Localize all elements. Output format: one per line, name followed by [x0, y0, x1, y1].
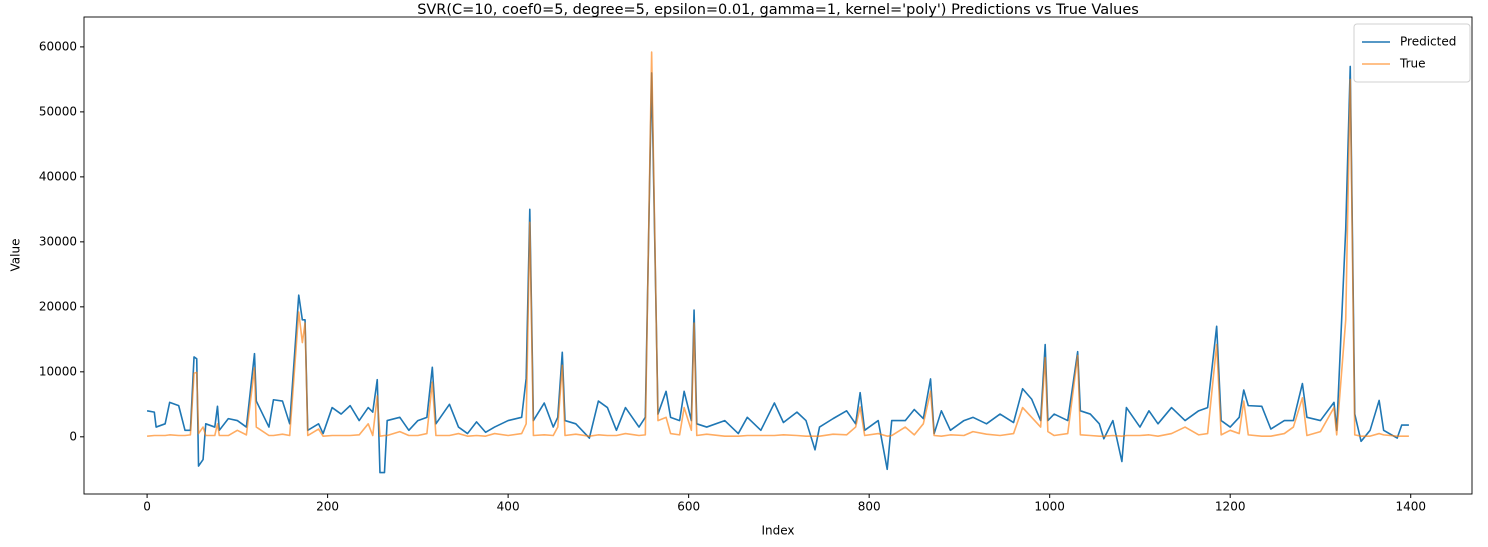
y-tick-label: 40000	[39, 169, 77, 183]
legend-label: True	[1399, 57, 1426, 71]
x-tick-label: 400	[497, 500, 520, 514]
y-tick-label: 10000	[39, 364, 77, 378]
x-tick-label: 1400	[1395, 500, 1426, 514]
legend-box	[1353, 23, 1471, 83]
legend-label: Predicted	[1400, 35, 1456, 49]
chart-title: SVR(C=10, coef0=5, degree=5, epsilon=0.0…	[417, 2, 1139, 18]
y-tick-label: 50000	[39, 104, 77, 118]
y-axis-label: Value	[9, 239, 23, 272]
y-tick-label: 0	[69, 429, 77, 443]
y-tick-label: 60000	[39, 39, 77, 53]
series-line	[147, 51, 1409, 437]
plot-frame	[83, 16, 1473, 495]
x-axis-label: Index	[761, 524, 794, 538]
x-tick-label: 200	[316, 500, 339, 514]
x-tick-label: 1200	[1215, 500, 1246, 514]
x-tick-label: 0	[143, 500, 151, 514]
y-tick-label: 20000	[39, 299, 77, 313]
x-tick-label: 1000	[1034, 500, 1065, 514]
x-tick-label: 600	[677, 500, 700, 514]
y-tick-label: 30000	[39, 234, 77, 248]
x-tick-label: 800	[858, 500, 881, 514]
